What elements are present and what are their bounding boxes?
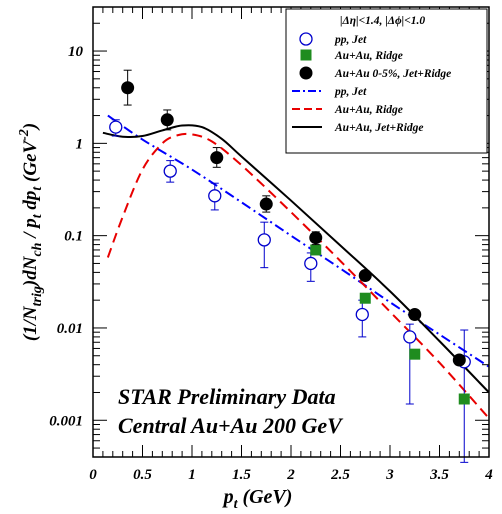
y-tick-label: 0.01 — [57, 321, 83, 337]
legend-header: |Δη|<1.4, |Δϕ|<1.0 — [340, 15, 425, 27]
x-tick-label: 2.5 — [330, 467, 350, 483]
x-axis-title: pt (GeV) — [222, 486, 293, 512]
data-point-auau-jet-ridge — [160, 113, 174, 127]
data-point-pp-jet — [403, 330, 417, 344]
x-tick-label: 0.5 — [133, 467, 152, 483]
data-point-pp-jet — [355, 307, 369, 322]
annotation-experiment: STAR Preliminary Data — [118, 384, 336, 409]
legend-label: pp, Jet — [334, 86, 367, 98]
legend-marker — [300, 49, 312, 61]
legend-label: Au+Au, Ridge — [334, 50, 403, 62]
legend-label: Au+Au 0-5%, Jet+Ridge — [334, 68, 451, 80]
data-point-auau-jet-ridge — [452, 353, 466, 367]
x-tick-label: 1 — [188, 467, 196, 483]
annotation-system: Central Au+Au 200 GeV — [118, 413, 344, 438]
x-tick-label: 1.5 — [232, 467, 251, 483]
data-point-auau-jet-ridge — [309, 231, 323, 245]
data-point-auau-ridge — [409, 348, 421, 360]
legend-label: Au+Au, Ridge — [334, 104, 403, 116]
legend-marker — [299, 66, 313, 80]
data-point-pp-jet — [163, 164, 177, 178]
x-tick-label: 0 — [89, 467, 97, 483]
data-point-pp-jet — [257, 233, 271, 247]
data-point-auau-ridge — [310, 244, 322, 256]
curve-solid — [102, 124, 489, 394]
legend-label: Au+Au, Jet+Ridge — [334, 122, 424, 134]
x-tick-label: 3.5 — [429, 467, 449, 483]
y-tick-label: 10 — [68, 44, 84, 60]
y-tick-label: 0.001 — [49, 413, 83, 429]
x-tick-label: 4 — [484, 467, 493, 483]
legend-marker — [299, 32, 313, 46]
data-point-auau-jet-ridge — [121, 81, 135, 95]
x-tick-label: 2 — [286, 467, 295, 483]
data-point-auau-jet-ridge — [408, 307, 422, 321]
y-axis-title: (1/Ntrig)dNch / pt dpt (GeV-2) — [17, 123, 45, 341]
x-tick-label: 3 — [385, 467, 394, 483]
legend-box — [285, 8, 488, 154]
data-point-auau-ridge — [458, 393, 470, 405]
data-point-auau-ridge — [359, 292, 371, 304]
y-tick-label: 1 — [76, 136, 84, 152]
data-point-auau-jet-ridge — [210, 151, 224, 165]
data-point-pp-jet — [304, 256, 318, 271]
data-point-auau-jet-ridge — [358, 269, 372, 283]
y-tick-label: 0.1 — [64, 229, 83, 245]
data-point-pp-jet — [109, 120, 123, 134]
data-point-pp-jet — [208, 189, 222, 203]
legend-label: pp, Jet — [334, 34, 367, 46]
data-point-auau-jet-ridge — [259, 197, 273, 211]
